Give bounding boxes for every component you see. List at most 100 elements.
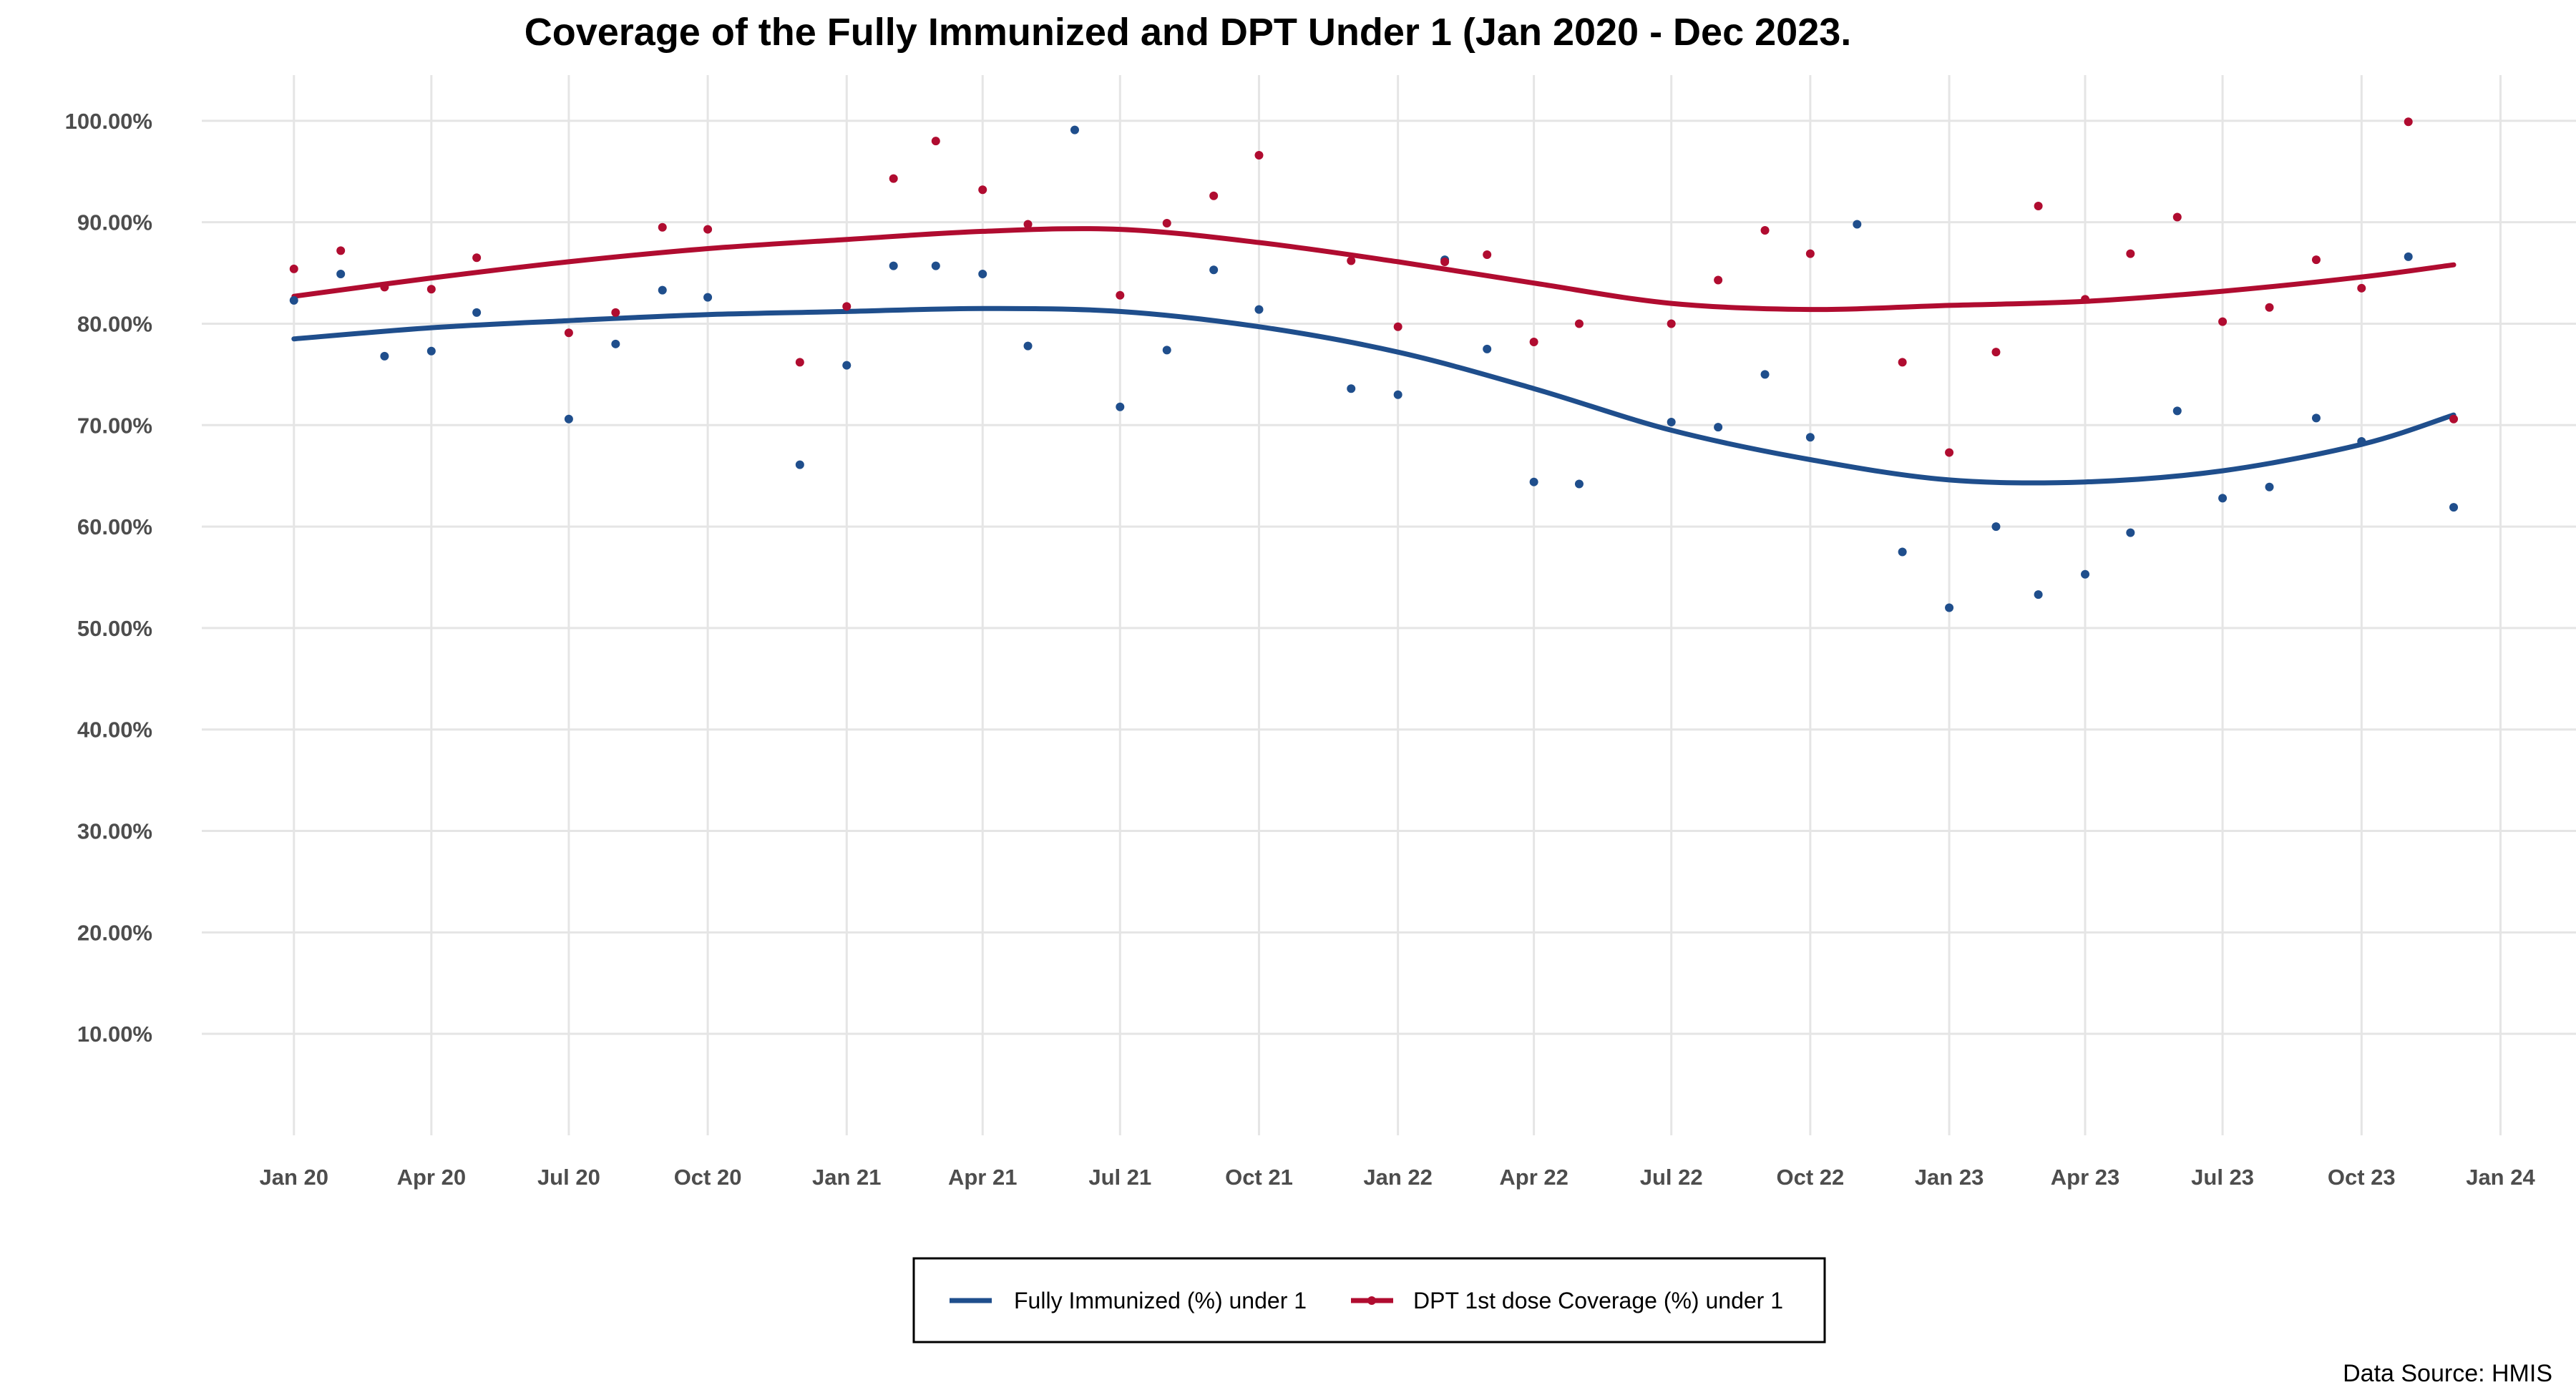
x-tick-label: Jul 21 [1088,1165,1151,1190]
x-axis-ticks: Jan 20 Apr 20 Jul 20 Oct 20 Jan 21 Apr 21 Jul … [259,1165,2535,1190]
data-point-series-1 [1483,250,1492,260]
data-source-caption: Data Source: HMIS [2343,1360,2552,1387]
data-point-series-1 [1667,319,1676,328]
data-point-series-0 [1347,384,1356,393]
x-tick-label: Jul 22 [1640,1165,1703,1190]
data-point-series-1 [2034,201,2043,210]
data-point-series-0 [2218,494,2228,503]
x-tick-label: Oct 20 [674,1165,742,1190]
data-point-series-0 [658,285,667,295]
data-point-series-1 [1898,358,1907,367]
y-tick-label: 80.00% [77,311,152,336]
trend-line-series-1 [291,226,2457,313]
data-point-series-1 [889,174,898,183]
y-tick-label: 10.00% [77,1022,152,1047]
data-point-series-0 [564,414,573,424]
data-point-series-1 [426,285,436,294]
x-tick-label: Apr 23 [2051,1165,2119,1190]
data-point-series-0 [1714,423,1723,432]
data-point-series-1 [1162,219,1171,228]
legend-label-dpt: DPT 1st dose Coverage (%) under 1 [1413,1288,1783,1313]
data-point-series-0 [2081,569,2090,579]
data-point-series-1 [1116,290,1125,300]
data-point-series-1 [978,185,987,195]
x-tick-label: Apr 20 [397,1165,466,1190]
data-point-series-1 [658,222,667,232]
y-axis-ticks: 10.00% 20.00% 30.00% 40.00% 50.00% 60.00% 70.0… [65,109,152,1047]
data-point-series-0 [472,308,482,317]
data-point-series-1 [1945,448,1954,457]
data-point-series-1 [1574,319,1584,328]
data-point-series-1 [611,308,620,317]
data-point-series-0 [1667,418,1676,427]
x-tick-label: Jan 20 [259,1165,328,1190]
data-point-series-1 [1760,225,1770,235]
x-tick-label: Apr 22 [1499,1165,1568,1190]
trend-lines [291,226,2457,486]
data-point-series-0 [1162,346,1171,355]
trend-line-series-0 [291,305,2457,486]
data-point-series-1 [2404,117,2413,127]
x-tick-label: Oct 23 [2328,1165,2396,1190]
data-point-series-0 [2034,590,2043,599]
data-point-series-1 [842,302,852,311]
data-point-series-0 [336,269,346,278]
x-tick-label: Jan 24 [2466,1165,2535,1190]
data-point-series-1 [795,358,804,367]
y-tick-label: 70.00% [77,413,152,438]
y-tick-label: 20.00% [77,920,152,945]
data-point-series-1 [1393,322,1402,331]
x-tick-label: Apr 21 [948,1165,1017,1190]
data-point-series-1 [2265,303,2274,312]
data-point-series-1 [380,283,389,292]
legend: Fully Immunized (%) under 1 DPT 1st dose… [912,1257,1826,1343]
data-point-series-1 [2218,317,2228,326]
y-tick-label: 90.00% [77,210,152,235]
data-point-series-1 [472,253,482,263]
x-tick-label: Jul 23 [2191,1165,2254,1190]
data-point-series-0 [2172,406,2182,416]
data-point-series-0 [703,293,713,302]
data-point-series-0 [1070,125,1079,134]
data-point-series-0 [289,295,298,305]
data-point-series-1 [931,137,940,146]
data-point-series-0 [1853,220,1862,229]
x-tick-label: Jan 22 [1363,1165,1433,1190]
data-point-series-1 [2081,295,2090,304]
x-tick-label: Jul 20 [537,1165,600,1190]
x-tick-label: Jan 23 [1915,1165,1984,1190]
data-point-series-1 [1209,191,1219,200]
x-tick-label: Oct 21 [1225,1165,1293,1190]
data-point-series-0 [2126,528,2135,537]
data-point-series-1 [1714,275,1723,285]
data-point-series-0 [1760,370,1770,379]
data-point-series-0 [1529,477,1538,486]
legend-label-fully-immunized: Fully Immunized (%) under 1 [1014,1288,1307,1313]
data-point-series-1 [1254,151,1264,160]
x-tick-label: Jan 21 [812,1165,882,1190]
data-point-series-0 [380,351,389,361]
data-point-series-0 [611,339,620,348]
y-tick-label: 40.00% [77,718,152,743]
data-point-series-0 [978,269,987,278]
data-point-series-0 [2404,252,2413,261]
data-point-series-0 [1023,341,1033,351]
x-tick-label: Oct 22 [1776,1165,1844,1190]
data-point-series-1 [336,246,346,255]
y-tick-label: 100.00% [65,109,152,134]
data-point-series-1 [703,225,713,234]
data-point-series-0 [1805,433,1815,442]
chart-title: Coverage of the Fully Immunized and DPT … [525,11,1852,54]
data-point-series-0 [1483,344,1492,353]
data-point-series-0 [1393,390,1402,399]
data-point-series-0 [889,261,898,270]
data-point-series-1 [2357,283,2366,293]
data-point-series-1 [1529,337,1538,346]
data-points [289,117,2459,612]
data-point-series-0 [795,460,804,469]
data-point-series-1 [1991,348,2001,357]
data-point-series-0 [426,346,436,356]
data-point-series-0 [1574,479,1584,489]
data-point-series-0 [1254,305,1264,314]
